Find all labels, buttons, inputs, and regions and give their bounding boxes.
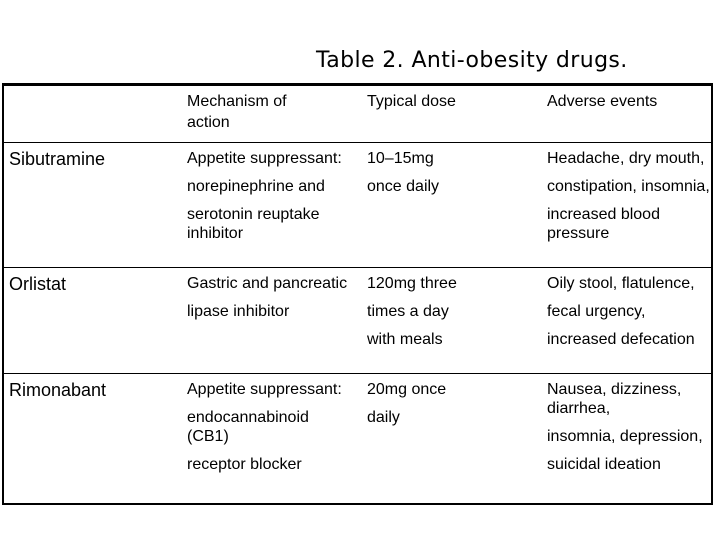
paragraph: Oily stool, flatulence,: [547, 274, 703, 293]
header-cell-drug: [4, 86, 187, 142]
mechanism-cell: Appetite suppressant: endocannabinoid (C…: [187, 374, 367, 503]
text-line: (CB1): [187, 428, 229, 445]
text-line: Oily stool, flatulence,: [547, 275, 695, 292]
paragraph: Appetite suppressant:: [187, 380, 359, 399]
paragraph: Headache, dry mouth,: [547, 149, 705, 168]
text-line: constipation, insomnia,: [547, 178, 710, 195]
adverse-events-cell: Headache, dry mouth, constipation, insom…: [547, 143, 711, 267]
adverse-events-cell: Nausea, dizziness, diarrhea, insomnia, d…: [547, 374, 711, 503]
page-title: Table 2. Anti-obesity drugs.: [316, 48, 628, 73]
text-line: endocannabinoid: [187, 409, 309, 426]
paragraph: insomnia, depression,: [547, 427, 703, 446]
text-line: lipase inhibitor: [187, 303, 290, 320]
paragraph: receptor blocker: [187, 455, 359, 474]
drug-name-cell: Rimonabant: [9, 380, 107, 400]
paragraph: Gastric and pancreatic: [187, 274, 359, 293]
text-line: serotonin reuptake: [187, 206, 320, 223]
mechanism-cell: Appetite suppressant: norepinephrine and…: [187, 143, 367, 267]
text-line: pressure: [547, 225, 610, 242]
header-cell-dose: Typical dose: [367, 86, 547, 142]
paragraph: increased defecation: [547, 330, 703, 349]
paragraph: times a day: [367, 302, 539, 321]
text-line: Nausea, dizziness,: [547, 381, 682, 398]
header-cell-adverse: Adverse events: [547, 86, 711, 142]
paragraph: lipase inhibitor: [187, 302, 359, 321]
text-line: times a day: [367, 303, 449, 320]
text-line: 120mg three: [367, 275, 457, 292]
drug-name-cell: Sibutramine: [9, 149, 106, 169]
paragraph: once daily: [367, 177, 539, 196]
adverse-events-cell: Oily stool, flatulence, fecal urgency, i…: [547, 268, 711, 373]
paragraph: 20mg once: [367, 380, 539, 399]
dose-cell: 20mg once daily: [367, 374, 547, 503]
dose-cell: 120mg three times a day with meals: [367, 268, 547, 373]
paragraph: Appetite suppressant:: [187, 149, 359, 168]
paragraph: norepinephrine and: [187, 177, 359, 196]
text-line: inhibitor: [187, 225, 244, 242]
header-cell-mechanism: Mechanism of action: [187, 86, 367, 142]
table-row-rimonabant: Rimonabant Appetite suppressant: endocan…: [4, 374, 711, 503]
paragraph: constipation, insomnia,: [547, 177, 710, 196]
text-line: increased blood: [547, 206, 660, 223]
paragraph: with meals: [367, 330, 539, 349]
text-line: diarrhea,: [547, 400, 611, 417]
header-text: Adverse events: [547, 93, 658, 110]
header-text: Typical dose: [367, 93, 456, 110]
paragraph: 10–15mg: [367, 149, 539, 168]
table-header-row: Mechanism of action Typical dose Adverse…: [4, 86, 711, 143]
paragraph: daily: [367, 408, 539, 427]
paragraph: fecal urgency,: [547, 302, 703, 321]
text-line: daily: [367, 409, 400, 426]
text-line: Gastric and pancreatic: [187, 275, 348, 292]
text-line: fecal urgency,: [547, 303, 646, 320]
text-line: increased defecation: [547, 331, 695, 348]
text-line: Appetite suppressant:: [187, 381, 342, 398]
mechanism-cell: Gastric and pancreatic lipase inhibitor: [187, 268, 367, 373]
text-line: once daily: [367, 178, 440, 195]
text-line: receptor blocker: [187, 456, 302, 473]
text-line: Headache, dry mouth,: [547, 150, 705, 167]
drug-name-cell: Orlistat: [9, 274, 67, 294]
text-line: with meals: [367, 331, 443, 348]
paragraph: 120mg three: [367, 274, 539, 293]
text-line: suicidal ideation: [547, 456, 661, 473]
dose-cell: 10–15mg once daily: [367, 143, 547, 267]
paragraph: endocannabinoid (CB1): [187, 408, 359, 446]
anti-obesity-drugs-table: Mechanism of action Typical dose Adverse…: [2, 83, 713, 505]
header-text: Mechanism of: [187, 93, 287, 110]
table-row-sibutramine: Sibutramine Appetite suppressant: norepi…: [4, 143, 711, 268]
paragraph: increased blood pressure: [547, 205, 703, 243]
table-row-orlistat: Orlistat Gastric and pancreatic lipase i…: [4, 268, 711, 374]
header-text: action: [187, 114, 230, 131]
text-line: norepinephrine and: [187, 178, 325, 195]
paragraph: Nausea, dizziness, diarrhea,: [547, 380, 703, 418]
text-line: insomnia, depression,: [547, 428, 703, 445]
paragraph: serotonin reuptake inhibitor: [187, 205, 359, 243]
text-line: 20mg once: [367, 381, 447, 398]
text-line: Appetite suppressant:: [187, 150, 342, 167]
text-line: 10–15mg: [367, 150, 434, 167]
paragraph: suicidal ideation: [547, 455, 703, 474]
